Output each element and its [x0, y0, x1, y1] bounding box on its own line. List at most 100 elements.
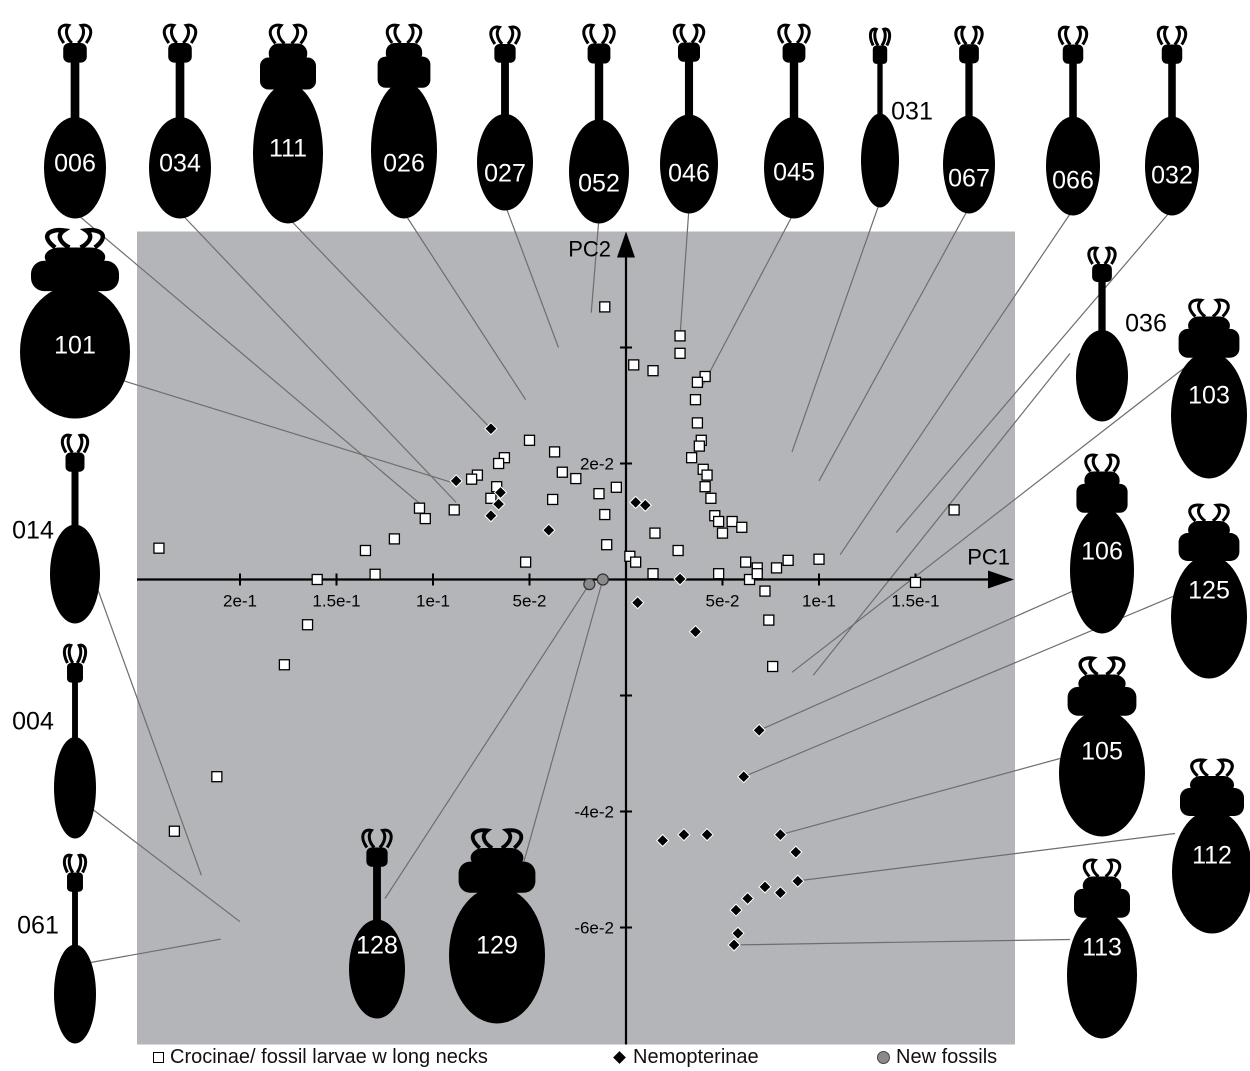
data-point-crocinae [419, 512, 431, 525]
legend-label-new-fossils: New fossils [896, 1046, 998, 1068]
specimen-number-label: 036 [1125, 310, 1167, 338]
specimen-number-label: 067 [948, 165, 990, 193]
data-point-nemopterinae [638, 498, 653, 512]
head-icon [1161, 44, 1183, 64]
data-point-crocinae [311, 573, 323, 586]
neck-icon [789, 58, 799, 121]
specimen-number-label: 061 [17, 912, 59, 940]
jaw-left-icon [1190, 758, 1209, 778]
neck-icon [175, 58, 185, 121]
specimen-number-label: 027 [484, 160, 526, 188]
thorax-icon [260, 57, 316, 90]
data-point-crocinae [413, 502, 426, 514]
jaw-left-icon [777, 23, 793, 45]
thorax-icon [1180, 788, 1244, 816]
data-point-crocinae [624, 550, 636, 562]
head-icon [587, 43, 611, 64]
abdomen-icon [20, 285, 130, 419]
legend-item-crocinae: Crocinae/ fossil larvae w long necks [153, 1046, 488, 1069]
larva-silhouette-026: 026 [371, 23, 437, 219]
head-icon [63, 43, 87, 63]
specimen-number-label: 046 [668, 160, 710, 188]
data-point-crocinae [593, 488, 605, 500]
larva-silhouette-112: 112 [1172, 758, 1250, 934]
larva-silhouette-103: 103 [1171, 298, 1247, 479]
head-icon [677, 42, 701, 62]
jaw-right-icon [1105, 656, 1126, 676]
legend-item-new-fossils: New fossils [877, 1046, 997, 1069]
data-point-nemopterinae [729, 903, 743, 917]
data-point-crocinae [153, 542, 165, 554]
neck-icon [594, 59, 604, 124]
leader-lines [74, 201, 1191, 965]
specimen-number-label: 045 [773, 159, 815, 187]
legend-item-nemopterinae: Nemopterinae [612, 1046, 759, 1069]
data-point-nemopterinae [542, 523, 556, 537]
data-point-nemopterinae [677, 827, 691, 842]
data-point-crocinae [699, 370, 711, 383]
data-point-crocinae [465, 473, 478, 485]
data-point-crocinae [647, 365, 659, 377]
jaw-right-icon [880, 27, 892, 47]
jaw-right-icon [1103, 246, 1117, 266]
jaw-left-icon [1057, 25, 1072, 46]
specimen-number-label: 113 [1082, 934, 1122, 962]
data-point-crocinae [691, 376, 704, 388]
specimen-number-label: 052 [578, 170, 620, 198]
abdomen-icon [1171, 555, 1247, 679]
data-point-nemopterinae [630, 595, 645, 610]
data-point-nemopterinae [655, 833, 670, 848]
specimen-number-label: 066 [1052, 167, 1094, 195]
leader-line [791, 201, 881, 453]
leader-line [99, 372, 457, 485]
larva-silhouette-129: 129 [449, 828, 545, 1024]
larva-silhouette-027: 027 [477, 25, 533, 211]
larva-silhouette-101: 101 [20, 227, 130, 419]
specimen-number-label: 006 [54, 150, 96, 178]
neck-icon [72, 887, 78, 949]
leader-line [590, 217, 600, 313]
x-tick-label: 1e-1 [802, 592, 836, 611]
x-tick-label: 1.5e-1 [312, 592, 360, 611]
larva-silhouette-034: 034 [149, 23, 211, 219]
data-point-new-fossil [596, 573, 609, 586]
head-icon [782, 43, 806, 63]
larva-silhouette-032: 032 [1145, 25, 1199, 216]
jaw-right-icon [506, 25, 521, 46]
data-point-crocinae [705, 492, 717, 504]
specimen-number-label: 105 [1081, 738, 1123, 766]
square-marker-icon [153, 1052, 164, 1064]
thorax-icon [1178, 328, 1240, 358]
thorax-icon [377, 56, 431, 88]
head-icon [67, 872, 83, 892]
head-icon [959, 44, 979, 64]
larva-silhouette- [54, 853, 96, 1044]
data-point-crocinae [674, 330, 686, 342]
data-point-crocinae [689, 394, 702, 406]
data-point-crocinae [716, 527, 729, 539]
data-point-nemopterinae [673, 572, 687, 586]
abdomen-icon [1076, 330, 1128, 422]
larva-silhouette-046: 046 [660, 23, 718, 214]
thorax-icon [1076, 483, 1128, 513]
jaw-right-icon [182, 23, 198, 45]
leader-line [179, 212, 457, 503]
data-point-crocinae [693, 440, 705, 452]
jaw-left-icon [57, 23, 73, 45]
specimen-number-label: 111 [269, 135, 307, 163]
data-point-crocinae [492, 457, 505, 470]
abdomen-icon [371, 81, 437, 219]
thorax-icon [1178, 533, 1240, 561]
data-point-crocinae [691, 417, 704, 429]
data-point-nemopterinae [727, 938, 741, 952]
jaw-left-icon [1188, 298, 1207, 318]
x-tick-label: 1e-1 [416, 592, 450, 611]
data-point-crocinae [948, 504, 960, 516]
leader-line [791, 363, 1191, 673]
data-point-crocinae [740, 556, 752, 568]
abdomen-icon [1070, 506, 1134, 634]
larva-silhouette-067: 067 [943, 25, 995, 214]
jaw-left-icon [1084, 453, 1100, 473]
specimen-number-label: 106 [1081, 538, 1123, 566]
larva-silhouette-105: 105 [1059, 656, 1145, 837]
